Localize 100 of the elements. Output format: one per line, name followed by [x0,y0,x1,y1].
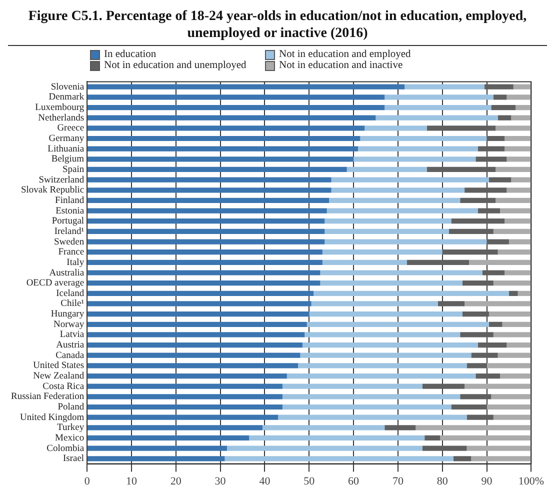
bar [506,342,532,348]
y-tick-label: Slovenia [50,82,85,92]
bar [449,228,494,234]
bar [88,228,325,234]
bar [88,239,325,244]
bar [358,146,478,152]
bar [262,425,385,430]
bar [88,280,320,286]
bar [460,394,492,400]
bar [506,94,532,100]
bar [466,414,494,420]
bar [404,84,485,90]
bar [422,384,465,389]
y-tick-label: Denmark [48,92,84,103]
bar [493,280,532,286]
y-tick-label: Austria [56,340,85,351]
bar [513,84,532,90]
bar [438,301,465,306]
y-tick-label: Latvia [60,330,85,340]
x-tick-label: 30 [214,475,226,488]
y-tick-label: Hungary [50,310,84,320]
bar [460,198,496,204]
bar [496,126,532,131]
y-tick-label: Italy [66,258,84,268]
bar [471,456,532,462]
bar [88,414,278,420]
bar [502,322,532,327]
bar [406,260,469,265]
bar [496,166,532,172]
y-tick-label: Sweden [54,237,84,248]
bar [468,260,532,265]
bar [376,115,498,120]
bar [471,352,498,358]
bar [322,250,442,255]
bar [518,290,532,296]
bar [464,384,532,389]
bar [88,384,282,389]
bar [500,373,532,379]
bar [282,404,452,410]
bar [460,332,494,338]
bar [491,104,516,110]
x-tick-label: 40 [259,475,271,488]
x-tick-label: 50 [304,475,316,488]
bar [491,394,532,400]
y-tick-label: Spain [62,164,84,175]
bar [88,435,250,441]
bar [88,342,302,348]
bar [331,188,465,193]
bar [476,156,507,162]
bar [88,322,307,327]
y-tick-label: New Zealand [33,372,84,382]
x-tick-label: 0 [84,475,90,488]
bar [304,332,460,338]
bar [486,136,505,142]
bar [384,104,492,110]
legend-label: Not in education and employed [279,49,411,60]
y-tick-label: France [58,248,84,258]
y-tick-label: Luxembourg [35,103,84,114]
bar [498,115,512,120]
bar [462,280,494,286]
bar [88,208,327,214]
bar [506,156,532,162]
bar [302,342,478,348]
bar [451,404,487,410]
bar [496,198,532,204]
chart-title: Figure C5.1. Percentage of 18-24 year-olds in education/not in education, employed, unemployed or inactive (2016) [8,8,547,46]
bar [88,166,347,172]
bar [298,363,467,368]
bar [278,414,467,420]
bar [511,177,532,182]
bar [504,136,532,142]
bar [88,363,298,368]
x-tick-label: 80 [436,475,448,488]
bar [488,322,502,327]
bar [478,146,505,152]
bar [282,384,422,389]
bar [504,270,532,276]
bar [493,94,507,100]
bar [226,446,422,451]
bar [416,425,532,430]
bar [324,239,487,244]
bar [426,126,496,131]
bar [331,177,489,182]
bar [88,156,354,162]
bar [478,208,500,214]
bar [453,456,472,462]
bar [326,208,478,214]
bar [498,352,532,358]
y-tick-label: OECD average [26,278,84,289]
y-tick-label: Iceland [56,288,84,299]
legend-label: Not in education and inactive [279,60,403,71]
y-tick-label: Belgium [51,154,85,165]
bar [493,414,532,420]
bar [88,94,385,100]
bar [440,435,532,441]
bar [88,425,262,430]
y-tick-label: Russian Federation [10,392,84,402]
bar [320,270,482,276]
bar [88,404,282,410]
bar [88,250,322,255]
